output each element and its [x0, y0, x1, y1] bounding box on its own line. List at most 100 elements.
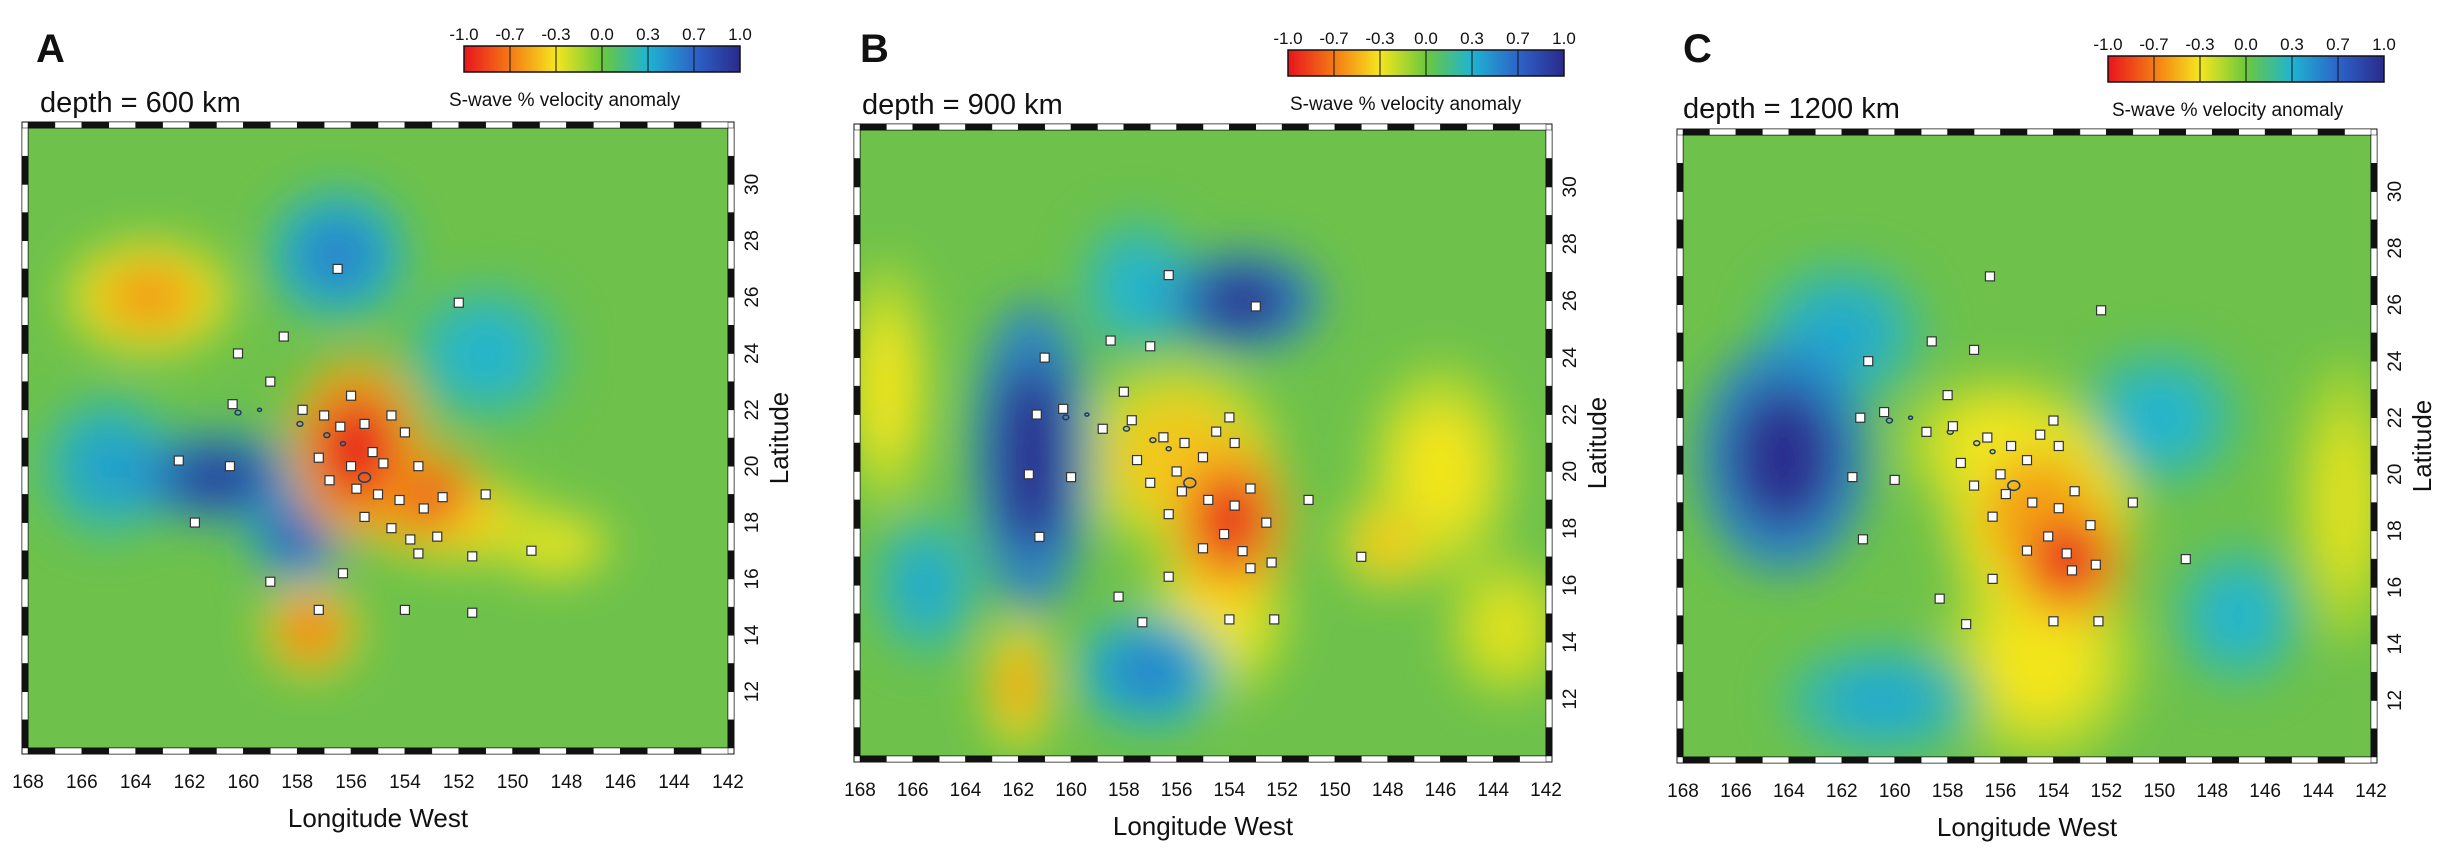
frame-segment — [1149, 123, 1177, 131]
frame-segment — [21, 155, 29, 185]
frame-segment — [1545, 243, 1553, 273]
frame-segment — [859, 123, 887, 131]
x-tick-label: 148 — [551, 772, 583, 793]
island-outlines — [1885, 415, 2021, 492]
anomaly-core — [282, 602, 339, 658]
depth-label: depth = 600 km — [40, 87, 241, 119]
frame-segment — [1466, 123, 1494, 131]
anomaly-core — [995, 363, 1068, 552]
frame-segment — [21, 296, 29, 326]
frame-segment — [593, 121, 621, 129]
frame-segment — [2370, 530, 2378, 560]
frame-segment — [1682, 128, 1710, 136]
station-marker — [278, 331, 289, 342]
frame-segment — [1545, 158, 1553, 188]
frame-segment — [2370, 700, 2378, 729]
frame-segment — [1387, 123, 1415, 131]
station-marker — [2027, 497, 2038, 508]
frame-segment — [2000, 128, 2028, 136]
frame-segment — [2370, 191, 2378, 221]
frame-segment — [1229, 123, 1257, 131]
depth-label: depth = 900 km — [862, 89, 1063, 121]
frame-segment — [216, 747, 244, 755]
frame-segment — [1676, 360, 1684, 390]
frame-segment — [270, 747, 298, 755]
x-tick-label: 158 — [1108, 780, 1140, 801]
frame-segment — [2370, 615, 2378, 645]
frame-segment — [1676, 163, 1684, 192]
frame-segment — [912, 123, 940, 131]
station-marker — [1229, 437, 1240, 449]
station-marker — [1245, 563, 1256, 574]
y-axis-title: Latitude — [2407, 400, 2437, 493]
frame-segment — [853, 186, 861, 216]
frame-segment — [2132, 128, 2160, 136]
station-marker — [1961, 619, 1972, 630]
anomaly-core — [1358, 514, 1418, 571]
frame-segment — [21, 522, 29, 551]
anomaly-core — [2314, 417, 2371, 588]
frame-segment — [2370, 332, 2378, 362]
y-tick-label: 12 — [1560, 689, 1581, 710]
frame-segment — [727, 465, 735, 495]
frame-segment — [485, 747, 513, 755]
station-marker — [1982, 432, 1993, 443]
anomaly-core — [998, 646, 1039, 724]
frame-segment — [727, 325, 735, 354]
station-marker — [372, 489, 384, 500]
frame-segment — [2238, 756, 2266, 764]
station-marker — [413, 461, 424, 472]
frame-segment — [853, 585, 861, 614]
tomography-map — [1683, 135, 2371, 757]
frame-segment — [2026, 128, 2054, 136]
frame-segment — [853, 613, 861, 643]
x-tick-label: 164 — [1773, 781, 1805, 802]
frame-segment — [1545, 215, 1553, 245]
station-marker — [467, 551, 478, 562]
frame-segment — [1070, 755, 1098, 763]
station-marker — [1987, 573, 1998, 584]
frame-segment — [2370, 558, 2378, 588]
frame-segment — [2370, 502, 2378, 532]
y-axis: 12 14 16 18 20 22 24 26 28 30 Latitude — [742, 174, 794, 702]
frame-segment — [886, 755, 914, 763]
frame-segment — [1545, 442, 1553, 472]
station-marker — [1245, 483, 1256, 494]
frame-segment — [1176, 123, 1204, 131]
station-marker — [399, 604, 411, 616]
frame-segment — [81, 121, 110, 129]
frame-segment — [1676, 474, 1684, 503]
frame-segment — [1676, 671, 1684, 701]
frame-segment — [2159, 756, 2187, 764]
y-tick-label: 12 — [2385, 690, 2406, 711]
frame-segment — [727, 691, 735, 721]
colorbar-tick-label: -1.0 — [449, 25, 478, 44]
frame-segment — [965, 755, 993, 763]
island-outline — [1885, 417, 1894, 424]
x-tick-label: 150 — [497, 772, 529, 793]
colorbar-tick-label: 0.0 — [1414, 29, 1438, 48]
frame-segment — [727, 550, 735, 580]
station-marker — [1163, 509, 1174, 520]
x-tick-label: 162 — [174, 772, 206, 793]
frame-segment — [81, 747, 110, 755]
frame-segment — [2370, 219, 2378, 249]
frame-segment — [727, 409, 735, 439]
x-axis: 168 166 164 162 160 158 156 154 152 150 148 146 144 1… — [1667, 781, 2387, 842]
y-tick-label: 14 — [742, 624, 763, 646]
panel-letter: B — [860, 27, 889, 71]
frame-segment — [2132, 756, 2160, 764]
frame-segment — [991, 123, 1019, 131]
frame-segment — [1545, 357, 1553, 387]
frame-segment — [1841, 756, 1869, 764]
frame-segment — [853, 670, 861, 700]
frame-segment — [2238, 128, 2266, 136]
y-tick-label: 24 — [742, 342, 763, 364]
frame-segment — [1123, 755, 1151, 763]
frame-segment — [1255, 755, 1283, 763]
station-marker — [1269, 614, 1280, 625]
frame-segment — [27, 121, 56, 129]
frame-segment — [1947, 756, 1975, 764]
x-tick-label: 164 — [120, 772, 152, 793]
island-outline — [1183, 477, 1197, 489]
